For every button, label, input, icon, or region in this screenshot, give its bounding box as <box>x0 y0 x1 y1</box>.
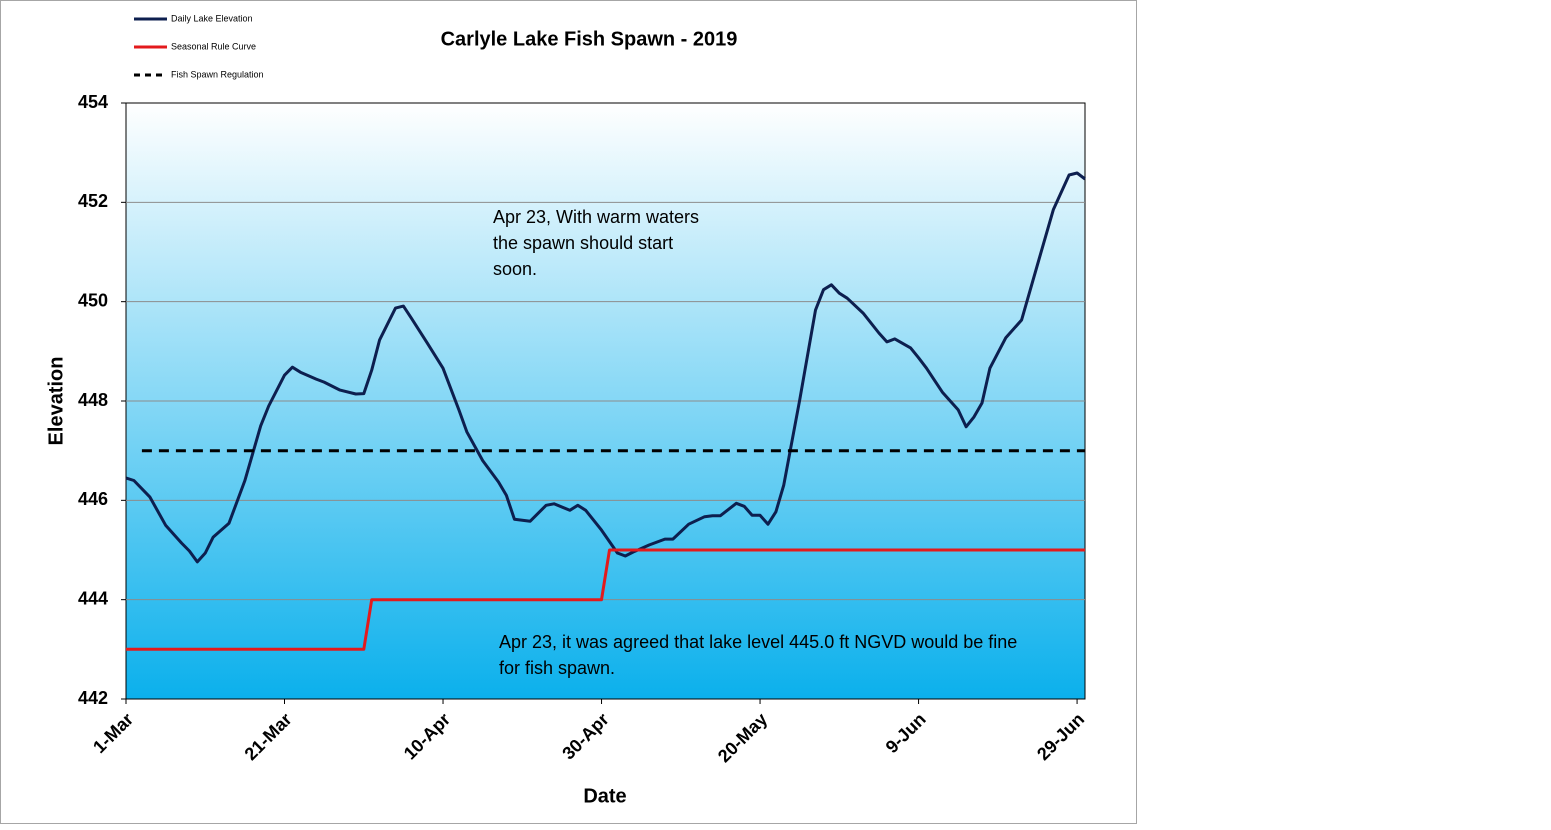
x-axis-label: Date <box>583 785 626 807</box>
y-tick-label: 454 <box>78 92 108 112</box>
y-tick-label: 442 <box>78 688 108 708</box>
series-line <box>126 548 1085 651</box>
y-tick-label: 450 <box>78 290 108 310</box>
legend-label: Seasonal Rule Curve <box>171 41 256 51</box>
chart-title: Carlyle Lake Fish Spawn - 2019 <box>441 28 738 50</box>
series-line <box>125 171 1086 564</box>
y-tick-label: 446 <box>78 489 108 509</box>
y-tick-label: 448 <box>78 390 108 410</box>
annotation: Apr 23, it was agreed that lake level 44… <box>499 632 1017 678</box>
y-tick-label: 444 <box>78 588 108 608</box>
y-axis-label: Elevation <box>45 357 67 446</box>
legend-label: Fish Spawn Regulation <box>171 69 264 79</box>
y-tick-label: 452 <box>78 191 108 211</box>
annotation: Apr 23, With warm waters the spawn should… <box>493 207 699 279</box>
legend-label: Daily Lake Elevation <box>171 13 253 23</box>
